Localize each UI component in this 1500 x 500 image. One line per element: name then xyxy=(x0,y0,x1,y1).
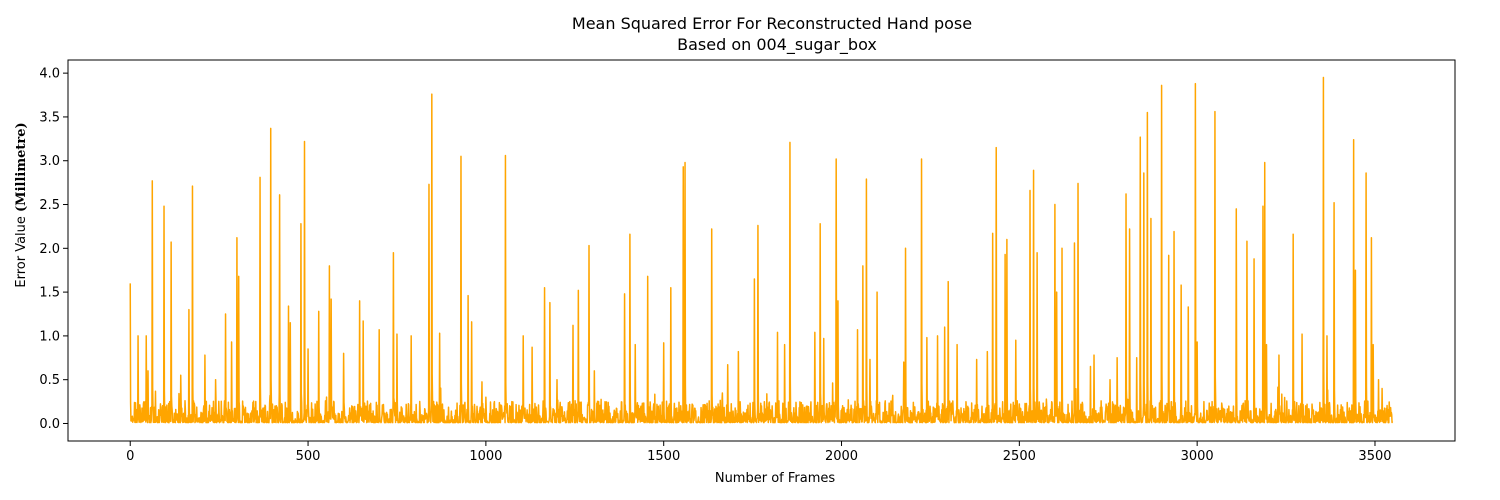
chart-subtitle: Based on 004_sugar_box xyxy=(677,35,877,55)
plot-frame xyxy=(67,59,1456,442)
x-axis-label: Number of Frames xyxy=(715,471,836,486)
chart-title: Mean Squared Error For Reconstructed Han… xyxy=(572,14,972,33)
y-tick-label: 0.5 xyxy=(39,373,60,388)
y-axis-label-prefix: Error Value xyxy=(14,212,29,288)
x-tick-label: 2000 xyxy=(825,449,858,464)
x-tick-label: 3000 xyxy=(1181,449,1214,464)
series-line xyxy=(129,76,1394,424)
y-tick-label: 1.5 xyxy=(39,286,60,301)
y-tick-label: 3.0 xyxy=(39,154,60,169)
x-tick-label: 1000 xyxy=(469,449,502,464)
y-tick-label: 2.0 xyxy=(39,242,60,257)
y-axis-label: Error Value (Millimetre) xyxy=(14,122,29,287)
x-tick-label: 1500 xyxy=(647,449,680,464)
y-tick-label: 2.5 xyxy=(39,198,60,213)
series-group xyxy=(129,76,1394,424)
y-tick-label: 3.5 xyxy=(39,110,60,125)
y-tick-label: 4.0 xyxy=(39,67,60,82)
y-tick-label: 1.0 xyxy=(39,329,60,344)
y-axis-label-unit: (Millimetre) xyxy=(14,122,29,212)
y-axis: 0.0 0.5 1.0 1.5 2.0 2.5 3.0 3.5 4.0 xyxy=(39,67,68,432)
x-tick-label: 500 xyxy=(296,449,321,464)
x-tick-label: 3500 xyxy=(1358,449,1391,464)
y-tick-label: 0.0 xyxy=(39,417,60,432)
x-tick-label: 2500 xyxy=(1003,449,1036,464)
x-axis: 0 500 1000 1500 2000 2500 3000 3500 xyxy=(126,441,1392,464)
x-tick-label: 0 xyxy=(126,449,134,464)
plot-area xyxy=(67,59,1456,442)
